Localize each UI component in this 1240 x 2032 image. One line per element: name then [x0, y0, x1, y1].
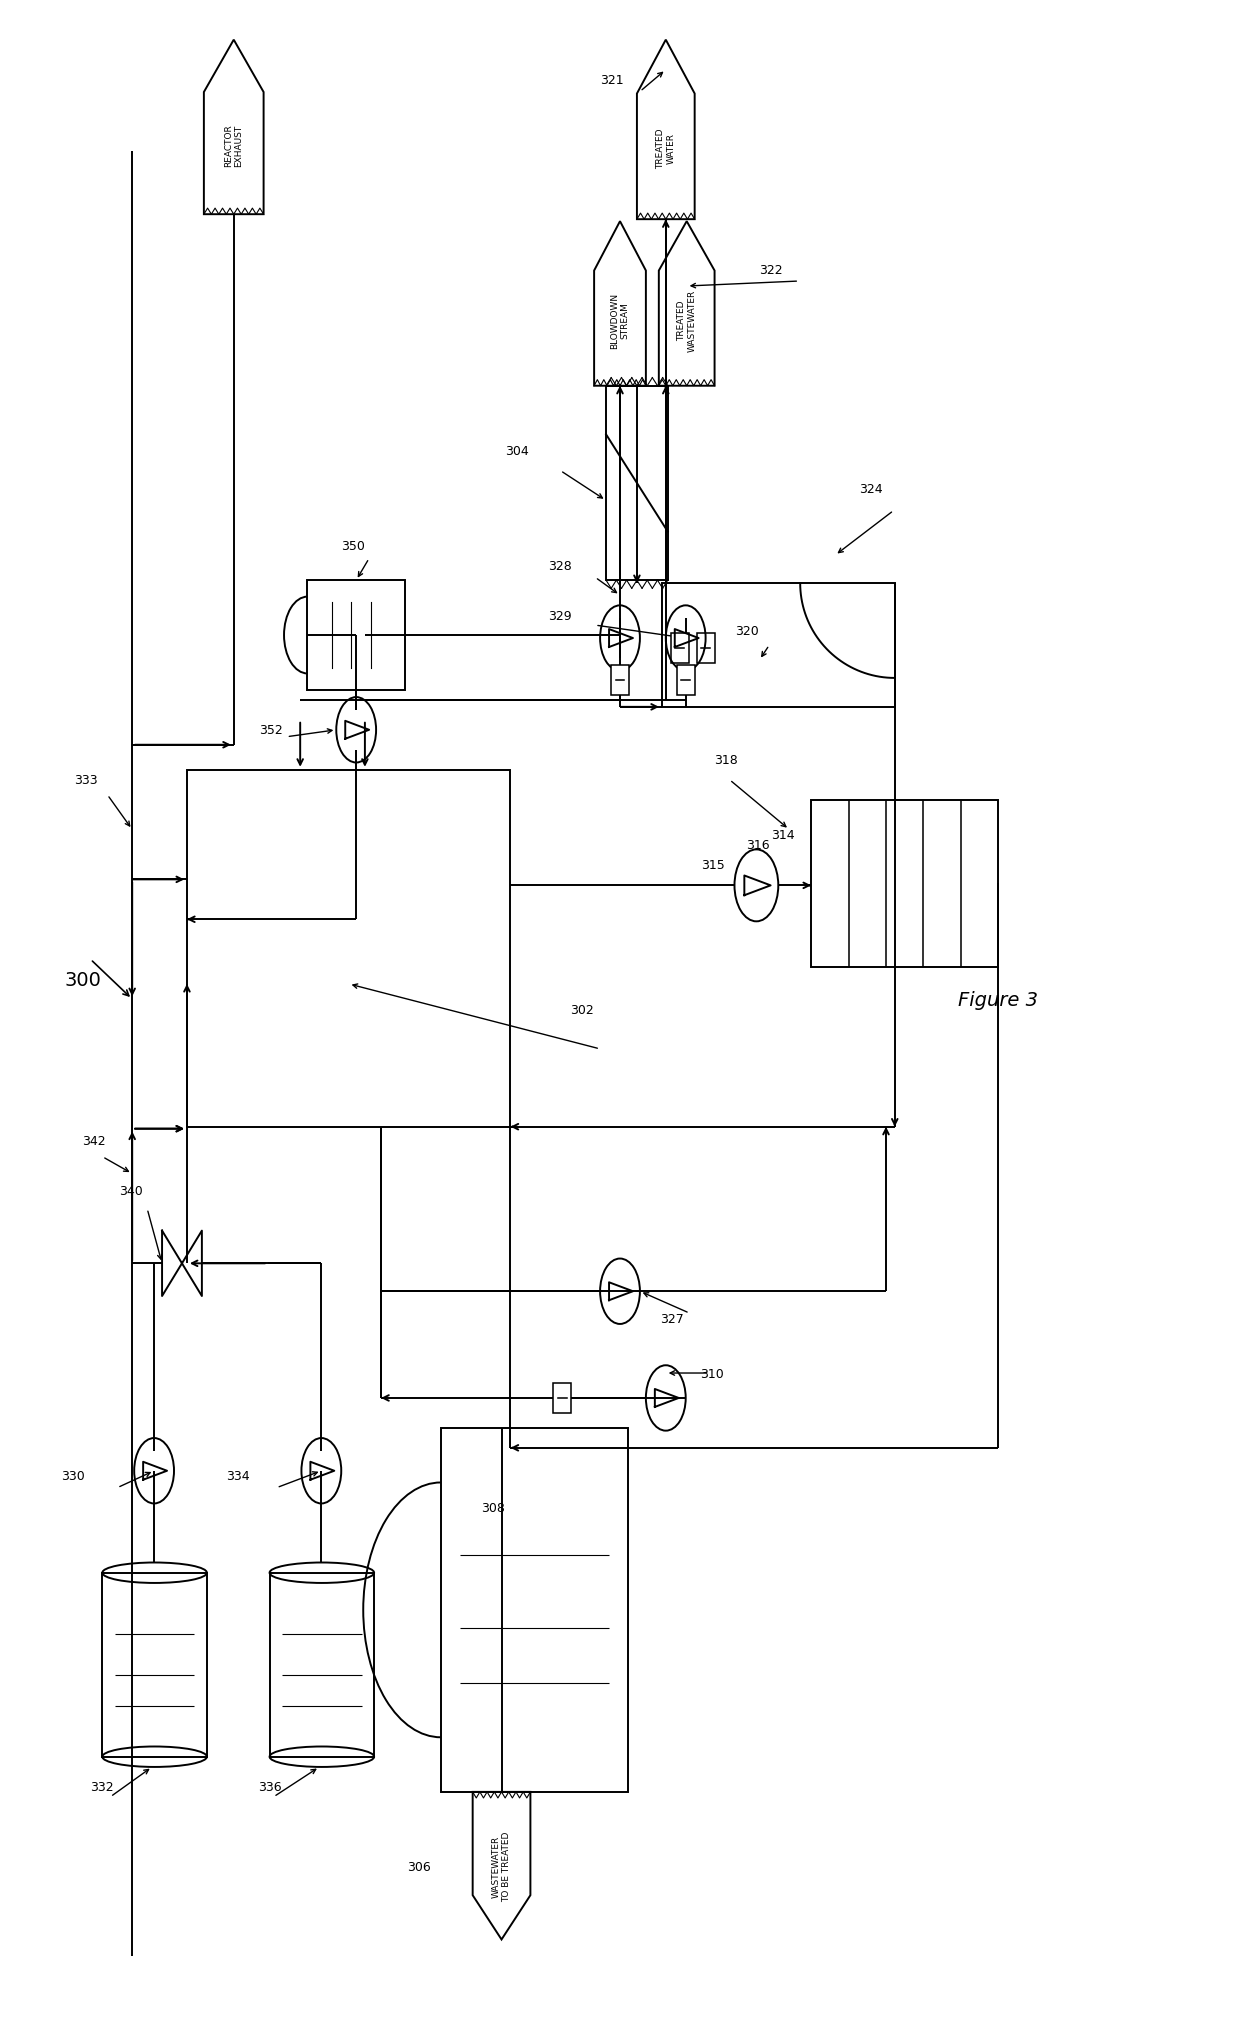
Bar	[811, 801, 998, 967]
Text: 322: 322	[759, 264, 782, 276]
Text: 304: 304	[506, 445, 529, 457]
Text: 306: 306	[407, 1859, 430, 1874]
Text: 321: 321	[600, 73, 624, 87]
Text: 340: 340	[119, 1185, 143, 1197]
Text: TREATED
WATER: TREATED WATER	[656, 128, 676, 169]
Text: 308: 308	[481, 1502, 505, 1514]
Text: Figure 3: Figure 3	[959, 990, 1038, 1010]
Bar	[697, 634, 714, 662]
Text: 318: 318	[714, 754, 738, 766]
Text: 324: 324	[859, 484, 883, 496]
Text: 350: 350	[341, 541, 365, 553]
Text: WASTEWATER
TO BE TREATED: WASTEWATER TO BE TREATED	[492, 1831, 511, 1900]
Text: 336: 336	[258, 1780, 281, 1794]
Bar	[440, 1428, 627, 1792]
Bar	[187, 770, 511, 1128]
Text: 329: 329	[548, 610, 572, 622]
Bar	[611, 666, 629, 695]
Text: 330: 330	[61, 1469, 84, 1483]
Bar	[662, 583, 895, 707]
Text: 315: 315	[701, 858, 724, 872]
Text: 320: 320	[735, 624, 759, 638]
Bar	[103, 1573, 207, 1758]
Text: REACTOR
EXHAUST: REACTOR EXHAUST	[224, 124, 243, 167]
Text: 332: 332	[91, 1780, 114, 1794]
Text: 327: 327	[660, 1313, 683, 1325]
Bar	[671, 634, 688, 662]
Text: 302: 302	[570, 1004, 594, 1016]
Text: 316: 316	[746, 839, 770, 851]
Bar	[677, 666, 694, 695]
Text: 314: 314	[770, 829, 794, 841]
Text: BLOWDOWN
STREAM: BLOWDOWN STREAM	[610, 293, 630, 350]
Text: 310: 310	[699, 1368, 723, 1380]
Text: 352: 352	[259, 723, 283, 738]
Text: 328: 328	[548, 559, 572, 573]
Bar	[308, 581, 405, 691]
Text: 334: 334	[226, 1469, 249, 1483]
Bar	[553, 1384, 572, 1412]
Text: 300: 300	[64, 969, 102, 990]
Bar	[606, 386, 668, 581]
Text: TREATED
WASTEWATER: TREATED WASTEWATER	[677, 291, 697, 352]
Bar	[269, 1573, 374, 1758]
Text: 342: 342	[82, 1134, 107, 1148]
Text: 333: 333	[74, 774, 98, 786]
